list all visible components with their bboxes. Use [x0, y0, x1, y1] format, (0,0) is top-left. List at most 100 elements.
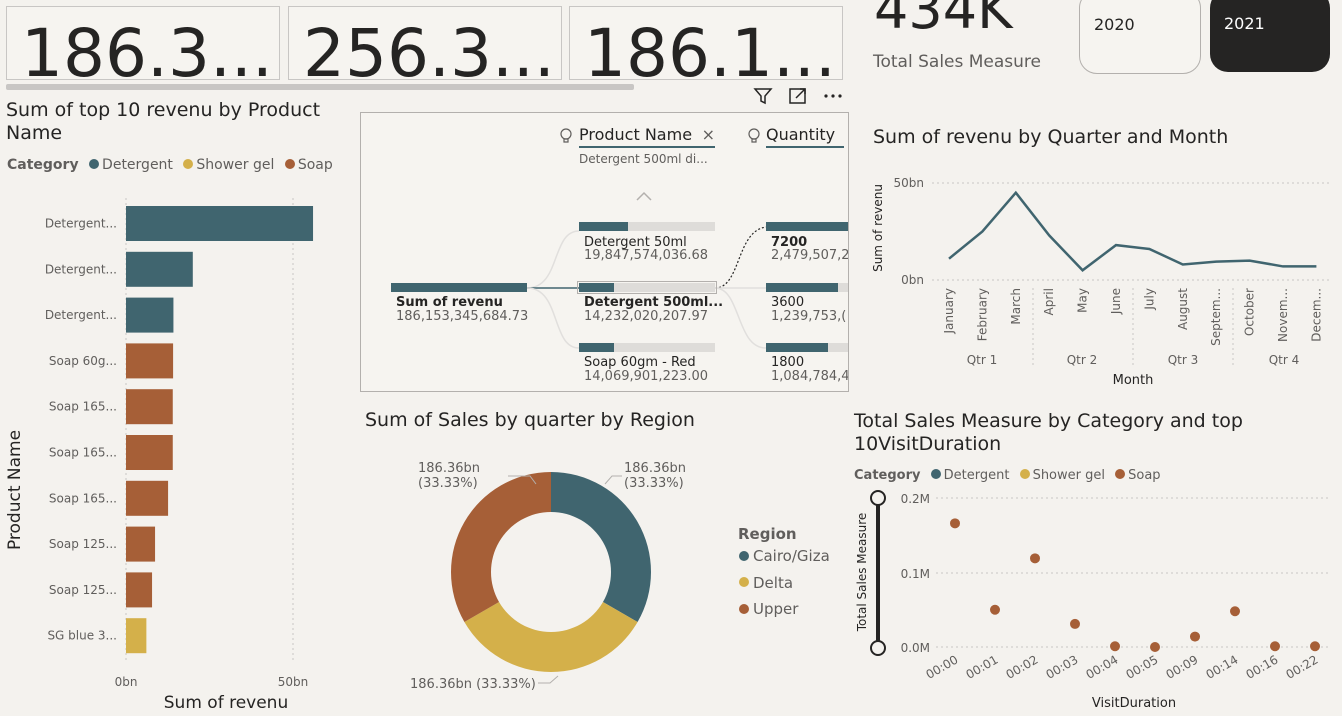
kpi-card-3[interactable]: 186.1...: [569, 6, 843, 80]
donut-legend-item: Cairo/Giza: [753, 547, 830, 565]
bar-5: [126, 435, 173, 470]
decomp-l1-bar-bg: [579, 222, 715, 231]
decomp-column-product-name[interactable]: Product Name ×: [579, 125, 715, 148]
total-sales-label: Total Sales Measure: [873, 52, 1042, 72]
legend-title: Category: [854, 468, 921, 483]
month-label: April: [1042, 288, 1056, 315]
bar-tick-50: 50bn: [278, 675, 309, 689]
bar-chart-title: Sum of top 10 revenu by Product Name: [6, 99, 321, 144]
total-sales-card[interactable]: 434K Total Sales Measure: [856, 0, 1066, 80]
kpi-value: 186.3...: [21, 15, 273, 80]
decomp-l2-label: 3600: [771, 295, 805, 310]
donut-leader-line: [508, 475, 537, 485]
bar-category-label: Soap 165...: [49, 446, 117, 460]
donut-label-upper: 186.36bn (33.33%): [418, 461, 484, 491]
shower-gel-dot-icon: [183, 159, 194, 169]
quarter-label: Qtr 1: [967, 353, 998, 367]
donut-slice-upper: [451, 472, 551, 622]
scatter-point-9: [1310, 641, 1320, 652]
bar-chart-ylabel: Product Name: [5, 430, 25, 550]
decomp-l1-label: Detergent 500ml...: [584, 295, 724, 310]
bar-3: [126, 343, 174, 379]
scatter-title: Total Sales Measure by Category and top …: [854, 410, 1243, 455]
decomp-l2-value: 1,084,784,4: [771, 369, 849, 384]
donut-label-cairo: 186.36bn (33.33%): [624, 461, 690, 491]
bar-6: [126, 480, 169, 516]
month-label: Decem...: [1309, 288, 1323, 342]
delta-dot-icon: [739, 577, 749, 587]
revenue-line: [948, 190, 1317, 272]
zoom-slider-handle-top: [870, 490, 886, 506]
scatter-x-label: 00:22: [1284, 652, 1321, 681]
donut-slice-cairo-giza: [551, 472, 651, 622]
bar-chart: Product Name Detergent... Detergent... Det…: [5, 198, 314, 713]
month-label: Septem...: [1209, 288, 1223, 346]
decomp-connectors: [526, 191, 767, 349]
donut-leader-line: [604, 475, 622, 485]
bar-tick-0: 0bn: [115, 675, 138, 689]
scatter-ytick: 0.1M: [901, 567, 930, 581]
year-2020-button[interactable]: 2020: [1079, 0, 1201, 74]
bar-category-label: SG blue 3...: [47, 629, 117, 643]
upper-dot-icon: [739, 604, 749, 614]
decomp-l2-bar[interactable]: [766, 283, 839, 292]
donut-title: Sum of Sales by quarter by Region: [365, 409, 695, 431]
scatter-point-8: [1270, 641, 1280, 652]
scatter-point-6: [1190, 631, 1200, 642]
donut-label-delta: 186.36bn (33.33%): [410, 677, 536, 692]
decomp-l1-label: Soap 60gm - Red: [584, 355, 696, 370]
decomp-l1-bar-bg: [579, 343, 715, 352]
scatter-x-label: 00:01: [964, 652, 1001, 681]
donut-legend-item: Upper: [753, 600, 799, 618]
donut-legend-item: Delta: [753, 574, 793, 592]
month-label: July: [1142, 288, 1156, 311]
decomp-root-label: Sum of revenu: [396, 295, 503, 310]
decomp-col1-header: Product Name: [579, 125, 693, 144]
decomp-l1-bar[interactable]: [579, 343, 615, 352]
decomp-selected-outline: [577, 281, 717, 294]
legend-title: Category: [7, 157, 79, 173]
year-2021-button[interactable]: 2021: [1210, 0, 1330, 72]
bar-category-label: Soap 60g...: [49, 354, 117, 368]
close-icon[interactable]: ×: [701, 125, 715, 144]
donut-label-line: 186.36bn: [624, 461, 686, 476]
month-label: October: [1243, 288, 1257, 336]
scatter-point-0: [950, 518, 960, 529]
kpi-card-1[interactable]: 186.3...: [6, 6, 280, 80]
decomposition-tree[interactable]: Product Name × Detergent 500ml di... Qua…: [360, 112, 849, 392]
legend-item: Soap: [1128, 468, 1161, 483]
decomp-l2-value: 1,239,753,(: [771, 309, 847, 324]
scatter-x-label: 00:05: [1124, 652, 1161, 681]
line-chart: Sum of revenu 50bn 0bn January February Ma…: [871, 176, 1332, 388]
donut-label-line: (33.33%): [624, 476, 684, 491]
focus-mode-icon[interactable]: [785, 83, 811, 109]
scatter-x-label: 00:02: [1004, 652, 1041, 681]
month-label: Novem...: [1276, 288, 1290, 342]
decomp-l1-bar[interactable]: [579, 283, 615, 292]
scatter-point-5: [1150, 642, 1160, 652]
scatter-ytick: 0.0M: [901, 641, 930, 655]
line-chart-title: Sum of revenu by Quarter and Month: [873, 126, 1229, 148]
legend-item: Shower gel: [196, 157, 275, 173]
decomp-root-bar[interactable]: [391, 283, 527, 292]
decomp-l2-bar[interactable]: [766, 222, 848, 231]
decomp-l1-bar[interactable]: [579, 222, 628, 231]
scatter-ytick: 0.2M: [901, 492, 930, 506]
decomp-root-value: 186,153,345,684.73: [396, 309, 529, 324]
more-options-icon[interactable]: [820, 83, 846, 109]
kpi-card-2[interactable]: 256.3...: [288, 6, 562, 80]
scatter-x-label: 00:09: [1164, 652, 1201, 681]
bar-category-label: Soap 125...: [49, 583, 117, 597]
decomp-l2-bar[interactable]: [766, 343, 829, 352]
donut-slice-delta: [464, 602, 638, 672]
decomp-column-quantity[interactable]: Quantity: [766, 125, 844, 148]
month-label: August: [1176, 288, 1190, 330]
total-sales-value: 434K: [874, 0, 1013, 41]
horizontal-scrollbar[interactable]: [6, 84, 634, 90]
month-label: May: [1076, 288, 1090, 313]
bar-8: [126, 572, 153, 608]
bar-2: [126, 297, 174, 333]
decomp-col1-subtitle: Detergent 500ml di...: [579, 152, 708, 166]
year-2020-label: 2020: [1094, 15, 1135, 34]
filter-icon[interactable]: [750, 83, 776, 109]
